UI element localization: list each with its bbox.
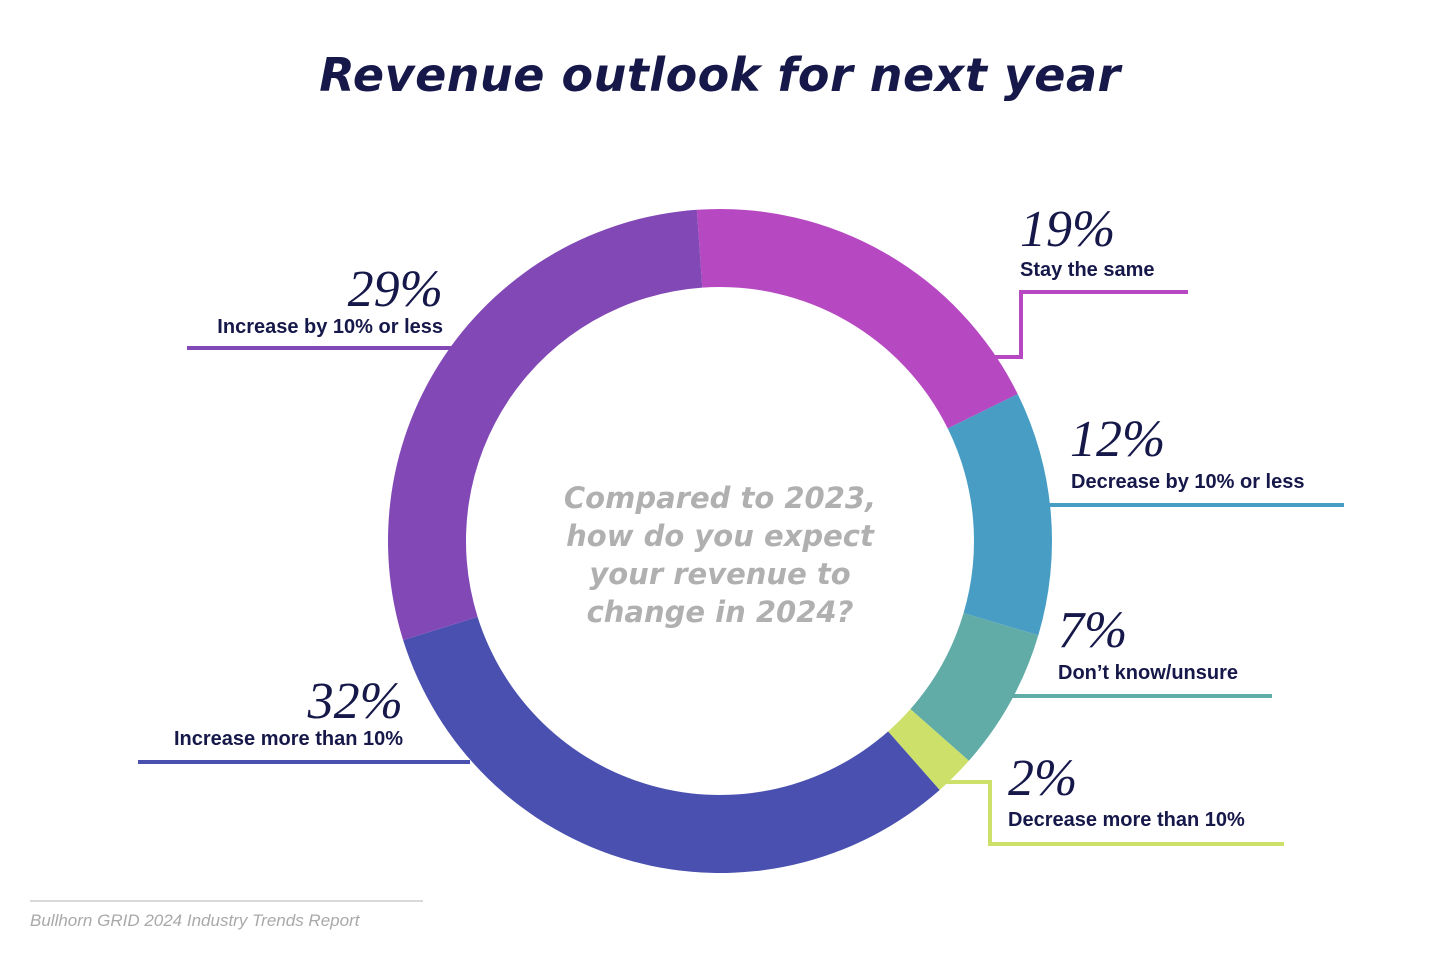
donut-slices	[387, 209, 1052, 874]
center-question-line-2: how do you expect	[566, 519, 875, 553]
category-label-decrease-more-than-10: Decrease more than 10%	[1008, 809, 1245, 831]
category-label-increase-more-than-10: Increase more than 10%	[174, 728, 403, 750]
center-question-line-1: Compared to 2023,	[564, 481, 876, 515]
leader-line-stay-the-same	[993, 290, 1188, 359]
slice-don-t-know-unsure	[910, 613, 1039, 761]
category-label-increase-by-10-or-less: Increase by 10% or less	[217, 316, 443, 338]
slice-increase-by-10-or-less	[387, 209, 703, 641]
slice-decrease-more-than-10	[888, 709, 969, 790]
chart-title: Revenue outlook for next year	[319, 48, 1121, 102]
value-label-increase-more-than-10: 32%	[307, 673, 403, 730]
category-label-decrease-by-10-or-less: Decrease by 10% or less	[1071, 471, 1305, 493]
leader-line-decrease-more-than-10	[945, 780, 1284, 846]
value-label-decrease-by-10-or-less: 12%	[1070, 411, 1165, 468]
source-note: Bullhorn GRID 2024 Industry Trends Repor…	[30, 911, 360, 930]
center-question-line-3: your revenue to	[589, 557, 850, 591]
category-label-stay-the-same: Stay the same	[1020, 259, 1155, 281]
value-label-don-t-know-unsure: 7%	[1058, 602, 1127, 659]
leader-lines	[138, 290, 1344, 846]
value-label-decrease-more-than-10: 2%	[1008, 750, 1077, 807]
slice-labels: 19%Stay the same 12% Decrease by 10% or le…	[174, 201, 1305, 831]
value-label-stay-the-same: 19%	[1020, 201, 1115, 258]
center-question-line-4: change in 2024?	[587, 595, 854, 629]
category-label-don-t-know-unsure: Don’t know/unsure	[1058, 662, 1238, 684]
slice-stay-the-same	[696, 209, 1018, 429]
slice-decrease-by-10-or-less	[947, 394, 1052, 636]
value-label-increase-by-10-or-less: 29%	[348, 261, 443, 318]
source-divider	[30, 900, 423, 902]
slice-increase-more-than-10	[403, 616, 940, 874]
